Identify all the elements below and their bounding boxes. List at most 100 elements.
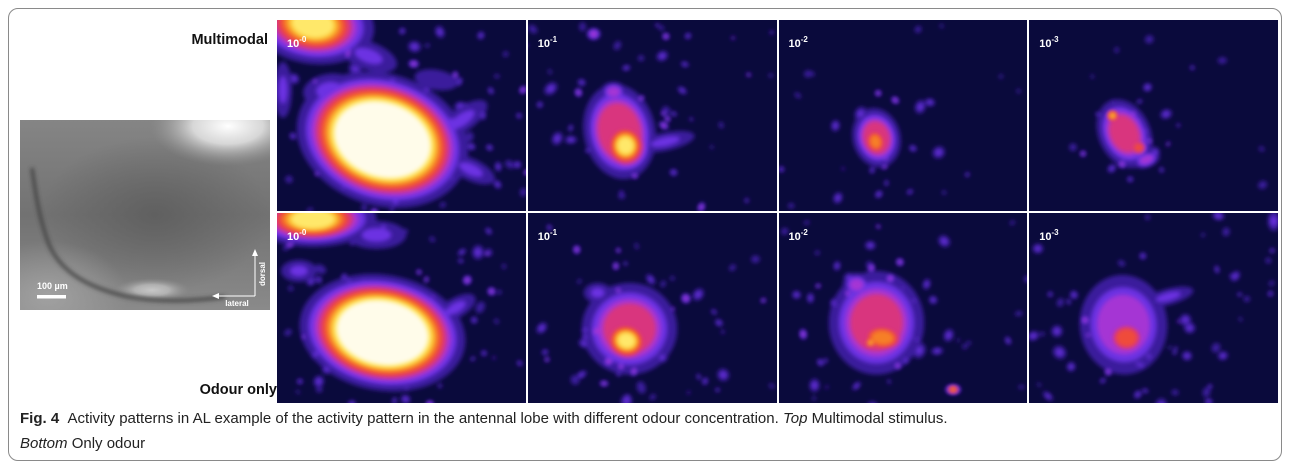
activity-speck <box>429 236 436 242</box>
activity-speck <box>315 386 323 393</box>
activity-speck <box>496 164 500 169</box>
activity-speck <box>1017 384 1025 389</box>
activity-speck <box>1139 362 1144 367</box>
heatmap-background <box>527 20 777 211</box>
activity-blob <box>617 137 634 155</box>
activity-speck <box>659 53 665 59</box>
activity-speck <box>1114 47 1120 53</box>
activity-speck <box>459 250 464 254</box>
activity-speck <box>489 89 493 93</box>
activity-speck <box>306 207 314 211</box>
activity-speck <box>501 263 507 269</box>
activity-speck <box>617 248 620 251</box>
activity-speck <box>1230 274 1233 277</box>
activity-speck <box>1201 232 1206 237</box>
activity-speck <box>298 379 302 383</box>
activity-speck <box>472 318 476 322</box>
activity-level-layer <box>1116 328 1138 346</box>
activity-speck <box>411 62 417 66</box>
activity-speck <box>945 331 951 338</box>
activity-speck <box>494 318 499 324</box>
heatmap-panel: 10-3 <box>1029 212 1278 403</box>
activity-speck <box>579 80 584 84</box>
activity-speck <box>395 286 398 290</box>
activity-speck <box>495 182 500 187</box>
activity-heatmap <box>527 212 777 403</box>
activity-speck <box>811 395 816 400</box>
activity-speck <box>586 149 590 152</box>
activity-speck <box>1160 168 1163 172</box>
activity-speck <box>487 146 492 150</box>
activity-heatmap <box>277 20 526 211</box>
activity-speck <box>502 51 509 57</box>
activity-heatmap <box>1029 20 1278 211</box>
activity-speck <box>1054 328 1060 334</box>
activity-speck <box>1163 111 1169 117</box>
activity-speck <box>554 135 560 142</box>
activity-speck <box>578 372 584 377</box>
activity-blob <box>870 330 894 345</box>
activity-speck <box>1243 295 1251 302</box>
activity-speck <box>576 90 580 95</box>
concentration-exponent: -1 <box>550 35 558 44</box>
activity-speck <box>617 372 620 375</box>
activity-speck <box>349 401 354 403</box>
activity-speck <box>892 98 897 102</box>
activity-speck <box>285 175 293 184</box>
activity-speck <box>914 26 921 33</box>
activity-speck <box>494 74 500 79</box>
activity-speck <box>689 118 693 120</box>
activity-speck <box>291 134 295 138</box>
figure-number: Fig. 4 <box>20 410 60 427</box>
activity-speck <box>910 146 915 150</box>
activity-speck <box>761 298 765 301</box>
concentration-base: 10 <box>287 38 300 50</box>
concentration-exponent: -2 <box>800 227 808 237</box>
activity-speck <box>465 103 468 106</box>
activity-speck <box>626 395 629 398</box>
activity-level-layer <box>336 299 429 365</box>
activity-speck <box>1185 353 1190 358</box>
activity-speck <box>671 307 674 310</box>
activity-blob <box>334 101 431 178</box>
activity-speck <box>917 103 923 110</box>
activity-speck <box>324 366 330 371</box>
activity-speck <box>638 97 643 101</box>
activity-speck <box>816 284 819 287</box>
activity-speck <box>521 88 525 92</box>
activity-heatmap <box>1029 212 1278 403</box>
activity-speck <box>347 50 351 53</box>
activity-blob <box>414 69 458 91</box>
activity-speck <box>454 73 457 78</box>
activity-speck <box>417 270 421 273</box>
concentration-exponent: -0 <box>299 35 307 44</box>
activity-speck <box>393 199 398 205</box>
activity-speck <box>570 374 580 385</box>
activity-speck <box>1269 291 1273 295</box>
activity-speck <box>636 380 646 394</box>
row-label-multimodal: Multimodal <box>191 32 268 48</box>
activity-speck <box>1101 378 1105 382</box>
activity-blob <box>849 278 864 291</box>
activity-speck <box>493 356 495 358</box>
activity-speck <box>482 351 486 355</box>
concentration-exponent: -1 <box>550 227 558 237</box>
activity-speck <box>1207 399 1211 403</box>
activity-blob <box>354 47 383 65</box>
activity-speck <box>1069 143 1078 152</box>
activity-speck <box>794 292 798 297</box>
activity-speck <box>809 71 815 77</box>
activity-speck <box>517 114 521 118</box>
activity-speck <box>313 351 318 357</box>
heatmap-panel: 10-2 <box>778 20 1028 211</box>
activity-blob <box>459 162 483 178</box>
activity-speck <box>649 393 656 400</box>
activity-speck <box>424 43 430 48</box>
activity-speck <box>1036 382 1042 387</box>
activity-speck <box>403 228 409 234</box>
activity-speck <box>648 276 653 282</box>
activity-speck <box>317 277 321 281</box>
heatmap-panel: 10-3 <box>1029 20 1278 211</box>
activity-speck <box>547 85 554 92</box>
heatmap-background <box>778 20 1028 211</box>
